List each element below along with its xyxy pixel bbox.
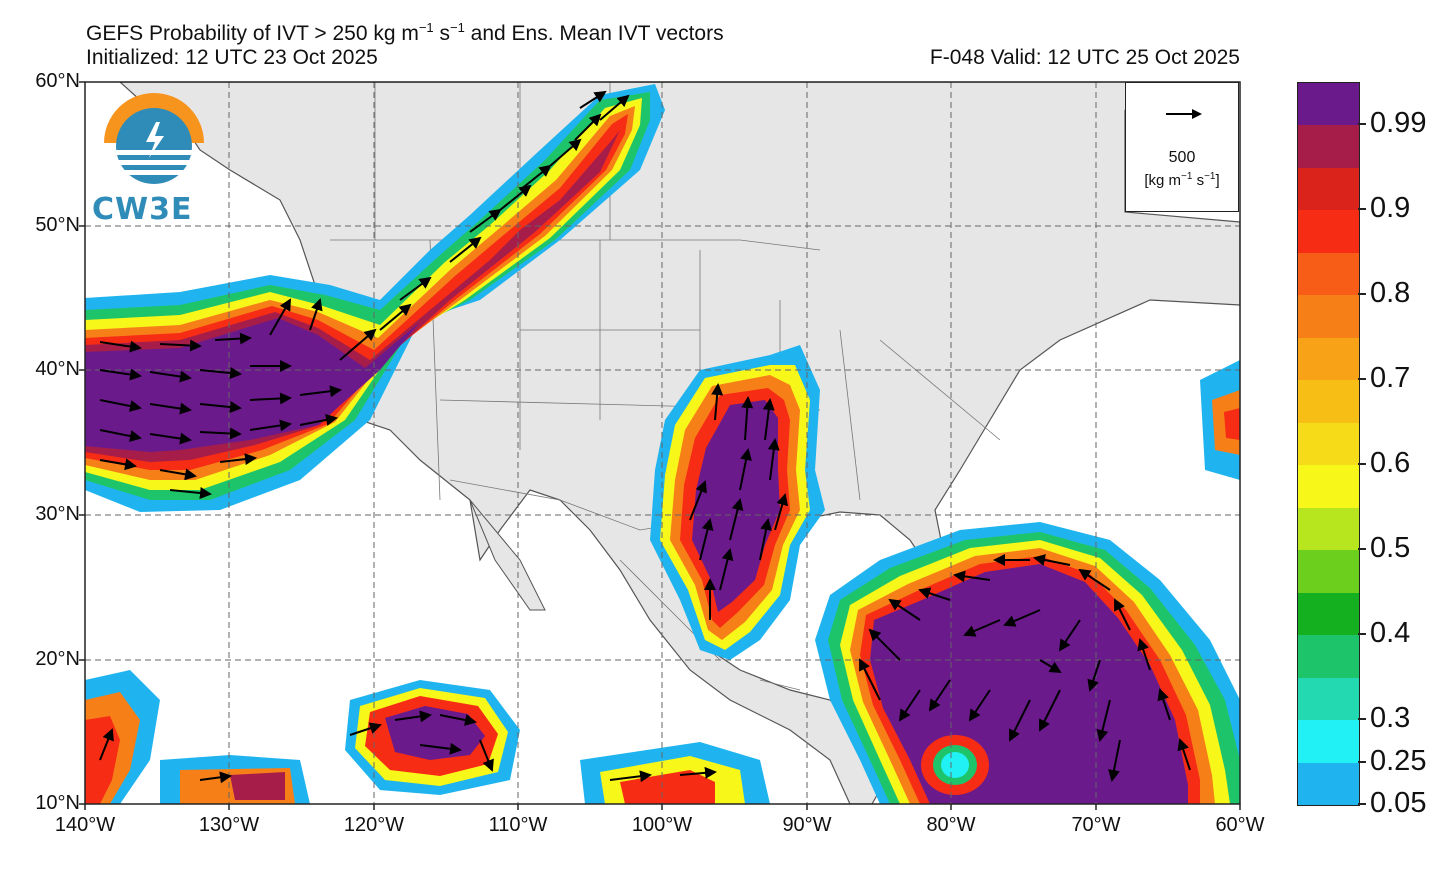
lon-label-120w: 120°W <box>343 814 405 836</box>
lat-label-10n: 10°N <box>35 792 80 814</box>
colorbar-tick <box>1358 803 1366 805</box>
axis-ticks <box>79 81 1241 810</box>
arrow-right-icon <box>1166 109 1202 119</box>
colorbar-tick <box>1358 208 1366 211</box>
colorbar-segment <box>1298 550 1359 593</box>
logo-text: CW3E <box>92 192 193 227</box>
colorbar-tick <box>1358 293 1366 296</box>
reference-vector-value: 500 <box>1168 149 1196 166</box>
lon-label-130w: 130°W <box>198 814 260 836</box>
colorbar-tick <box>1358 548 1366 551</box>
colorbar-segment <box>1298 125 1359 168</box>
colorbar-tick-label: 0.99 <box>1370 107 1427 140</box>
colorbar-tick <box>1358 463 1366 466</box>
plume-caribbean <box>815 522 1240 804</box>
colorbar-tick-label: 0.8 <box>1370 277 1411 310</box>
lightning-globe-icon <box>104 93 204 184</box>
colorbar-segment <box>1298 380 1359 423</box>
colorbar-segment <box>1298 507 1359 551</box>
lat-label-40n: 40°N <box>35 358 80 380</box>
lat-label-50n: 50°N <box>35 214 80 236</box>
lat-label-20n: 20°N <box>35 648 80 670</box>
plot-title: GEFS Probability of IVT > 250 kg m−1 s−1… <box>86 20 724 45</box>
colorbar-tick <box>1358 633 1366 636</box>
baja-peninsula <box>469 499 546 611</box>
cw3e-logo: CW3E <box>92 88 222 228</box>
lat-label-30n: 30°N <box>35 503 80 525</box>
colorbar-segment <box>1298 337 1359 381</box>
colorbar-segment <box>1298 210 1359 253</box>
colorbar-segment <box>1298 295 1359 338</box>
colorbar-segment <box>1298 465 1359 508</box>
colorbar-segment <box>1298 762 1359 805</box>
lon-label-110w: 110°W <box>488 814 548 836</box>
colorbar-segment <box>1298 635 1359 678</box>
probability-colorbar <box>1297 82 1360 806</box>
colorbar-segment <box>1298 592 1359 636</box>
ivt-vectors <box>99 90 1191 784</box>
colorbar-segment <box>1298 720 1359 763</box>
lon-label-100w: 100°W <box>631 814 693 836</box>
colorbar-tick-label: 0.7 <box>1370 362 1411 395</box>
lon-label-60w: 60°W <box>1215 814 1265 836</box>
colorbar-tick <box>1358 378 1366 381</box>
lon-label-80w: 80°W <box>926 814 976 836</box>
colorbar-segment <box>1298 83 1359 126</box>
lon-label-140w: 140°W <box>54 814 116 836</box>
plume-east-pacific <box>85 360 1240 804</box>
reference-vector-box: 500 [kg m−1 s−1] <box>1125 82 1239 212</box>
colorbar-tick-label: 0.5 <box>1370 532 1411 565</box>
colorbar-tick <box>1358 718 1366 721</box>
colorbar-tick <box>1358 760 1366 763</box>
reference-vector-unit: [kg m−1 s−1] <box>1144 171 1220 189</box>
colorbar-segment <box>1298 422 1359 466</box>
colorbar-segment <box>1298 167 1359 211</box>
graticule <box>85 82 1240 804</box>
colorbar-tick-label: 0.9 <box>1370 192 1411 225</box>
colorbar-segment <box>1298 252 1359 296</box>
lon-label-70w: 70°W <box>1071 814 1121 836</box>
lon-label-90w: 90°W <box>782 814 832 836</box>
colorbar-tick-label: 0.25 <box>1370 744 1427 777</box>
colorbar-segment <box>1298 677 1359 721</box>
colorbar-tick-label: 0.6 <box>1370 447 1411 480</box>
initialized-time: Initialized: 12 UTC 23 Oct 2025 <box>86 46 378 69</box>
colorbar-tick <box>1358 123 1366 126</box>
colorbar-tick-label: 0.3 <box>1370 702 1411 735</box>
valid-time: F-048 Valid: 12 UTC 25 Oct 2025 <box>929 46 1240 69</box>
greenland-edge <box>1100 82 1125 110</box>
colorbar-tick-label: 0.05 <box>1370 787 1427 819</box>
lat-label-60n: 60°N <box>35 70 80 92</box>
colorbar-tick-label: 0.4 <box>1370 617 1411 650</box>
